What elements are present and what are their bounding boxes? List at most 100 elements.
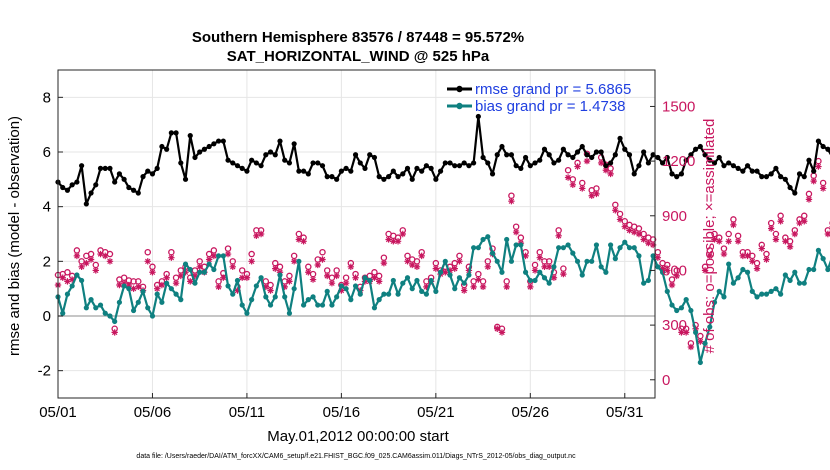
obs-assimilated-marker bbox=[262, 283, 270, 291]
rmse-point bbox=[806, 157, 812, 163]
rmse-point bbox=[504, 152, 510, 158]
obs-assimilated-marker bbox=[272, 265, 279, 272]
obs-assimilated-marker bbox=[97, 250, 104, 258]
bias-point bbox=[589, 258, 595, 264]
obs-assimilated-marker bbox=[621, 223, 628, 230]
bias-point bbox=[404, 275, 411, 281]
rmse-point bbox=[97, 165, 104, 171]
obs-possible-marker bbox=[730, 216, 737, 223]
rmse-point bbox=[759, 174, 765, 180]
rmse-point bbox=[239, 165, 245, 171]
bias-point bbox=[759, 291, 765, 297]
obs-assimilated-marker bbox=[432, 265, 440, 272]
bias-point bbox=[376, 297, 382, 303]
obs-assimilated-marker bbox=[352, 274, 359, 281]
obs-assimilated-marker bbox=[815, 163, 822, 170]
obs-assimilated-marker bbox=[668, 281, 676, 289]
rmse-point bbox=[641, 149, 647, 155]
rmse-point bbox=[579, 143, 585, 150]
rmse-point bbox=[390, 168, 396, 174]
rmse-point bbox=[296, 168, 302, 174]
obs-assimilated-marker bbox=[418, 252, 425, 260]
obs-assimilated-marker bbox=[220, 274, 227, 281]
obs-assimilated-marker bbox=[144, 258, 151, 265]
obs-assimilated-marker bbox=[234, 287, 241, 294]
obs-assimilated-marker bbox=[253, 232, 260, 240]
rmse-point bbox=[419, 168, 425, 174]
bias-point bbox=[234, 277, 241, 284]
bias-point bbox=[126, 286, 132, 292]
rmse-point bbox=[778, 174, 784, 180]
bias-point bbox=[570, 250, 576, 256]
obs-assimilated-marker bbox=[456, 258, 463, 265]
obs-possible-marker bbox=[342, 274, 350, 281]
rmse-point bbox=[475, 113, 481, 120]
obs-assimilated-marker bbox=[527, 283, 534, 291]
rmse-point bbox=[518, 165, 524, 171]
obs-assimilated-marker bbox=[725, 238, 732, 245]
rmse-series bbox=[55, 113, 830, 207]
rmse-point bbox=[404, 165, 411, 171]
rmse-point bbox=[362, 165, 368, 171]
bias-point bbox=[683, 297, 689, 303]
obs-possible-marker bbox=[380, 254, 388, 261]
bias-point bbox=[574, 258, 581, 264]
obs-possible-marker bbox=[224, 245, 232, 252]
bias-point bbox=[215, 253, 222, 259]
obs-assimilated-marker bbox=[645, 239, 652, 247]
rmse-point bbox=[811, 168, 817, 174]
obs-assimilated-marker bbox=[153, 285, 161, 292]
obs-assimilated-marker bbox=[215, 283, 222, 291]
x-tick-label: 05/31 bbox=[606, 404, 644, 421]
y-tick-label: 4 bbox=[43, 199, 51, 216]
legend-bias-marker bbox=[456, 102, 463, 110]
rmse-point bbox=[88, 190, 94, 196]
rmse-point bbox=[631, 171, 637, 177]
obs-assimilated-marker bbox=[224, 250, 232, 258]
bias-point bbox=[711, 299, 718, 305]
bias-point bbox=[79, 277, 85, 284]
obs-possible-marker bbox=[286, 272, 293, 280]
bias-point bbox=[796, 280, 803, 286]
bias-point bbox=[305, 297, 311, 303]
obs-assimilated-marker bbox=[654, 254, 662, 261]
obs-assimilated-marker bbox=[597, 159, 605, 167]
obs-assimilated-marker bbox=[191, 272, 199, 280]
rmse-point bbox=[664, 154, 670, 161]
y-tick-label: 8 bbox=[43, 89, 51, 106]
obs-possible-marker bbox=[725, 230, 732, 238]
rmse-point bbox=[740, 168, 746, 174]
rmse-point bbox=[480, 154, 486, 161]
bias-point bbox=[593, 242, 600, 248]
obs-assimilated-marker bbox=[503, 283, 510, 291]
bias-point bbox=[522, 269, 529, 275]
bias-point bbox=[721, 294, 727, 300]
obs-possible-marker bbox=[323, 267, 331, 274]
bias-point bbox=[395, 291, 401, 297]
rmse-point bbox=[154, 165, 160, 171]
bias-point bbox=[669, 302, 675, 308]
bias-point bbox=[69, 283, 75, 289]
obs-assimilated-marker bbox=[475, 276, 482, 283]
rmse-point bbox=[683, 157, 689, 163]
obs-assimilated-marker bbox=[767, 225, 775, 232]
rmse-point bbox=[749, 168, 755, 174]
rmse-point bbox=[145, 168, 151, 174]
obs-assimilated-marker bbox=[626, 227, 633, 234]
bias-point bbox=[825, 266, 830, 273]
right-tick-label: 600 bbox=[662, 262, 687, 279]
x-axis-ticks: 05/01 05/06 05/11 05/16 05/21 05/26 05/31 bbox=[39, 393, 644, 421]
bias-point bbox=[659, 269, 666, 275]
rmse-point bbox=[69, 182, 75, 188]
bias-point bbox=[626, 245, 633, 251]
obs-assimilated-marker bbox=[640, 236, 647, 243]
grid-lines bbox=[57, 70, 655, 398]
right-tick-label: 1500 bbox=[662, 98, 695, 115]
bias-point bbox=[806, 266, 812, 273]
obs-possible-marker bbox=[64, 269, 71, 276]
obs-assimilated-marker bbox=[512, 228, 520, 236]
bias-point bbox=[693, 329, 699, 335]
bias-point bbox=[301, 302, 307, 308]
obs-possible-marker bbox=[92, 261, 100, 269]
obs-assimilated-marker bbox=[593, 190, 600, 198]
